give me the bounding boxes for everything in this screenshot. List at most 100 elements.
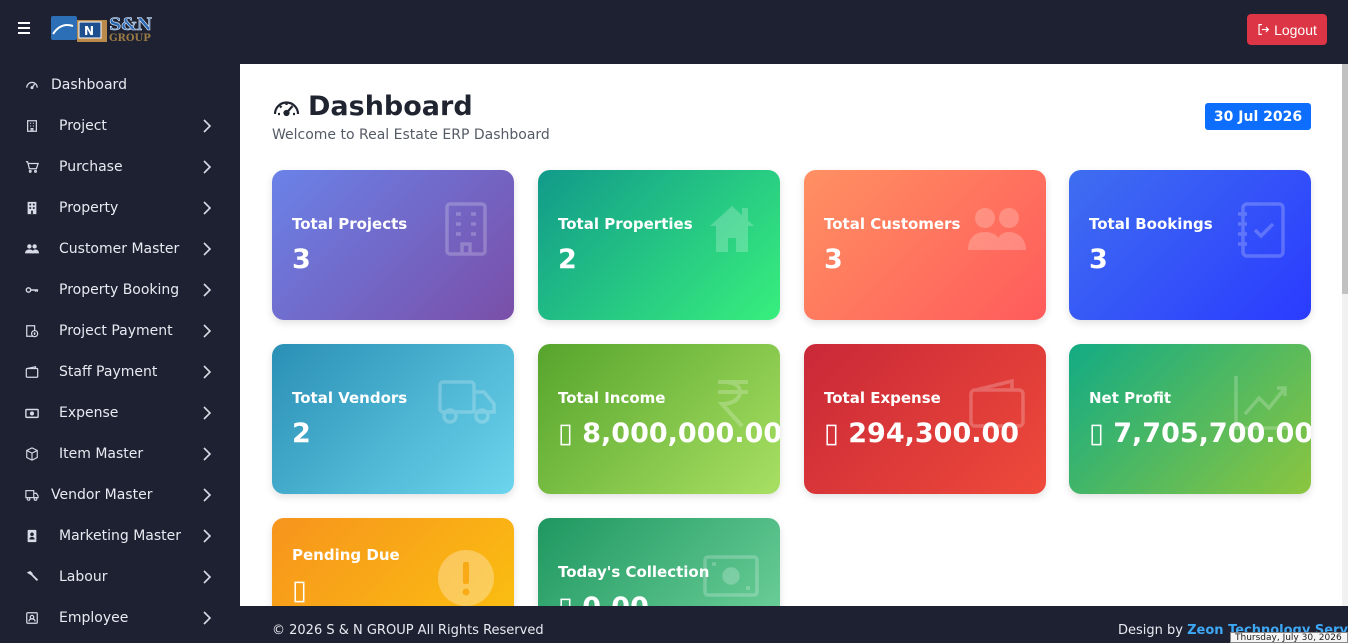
card-total-income[interactable]: Total Income ▯ 8,000,000.00	[538, 344, 780, 494]
sidebar-item-label: Dashboard	[51, 76, 127, 93]
logout-button[interactable]: Logout	[1247, 14, 1327, 45]
sidebar-item-label: Item Master	[59, 445, 144, 462]
card-value: ▯	[292, 575, 307, 606]
logout-label: Logout	[1274, 21, 1317, 38]
card-total-properties[interactable]: Total Properties 2	[538, 170, 780, 320]
page-title: Dashboard	[308, 91, 473, 122]
card-total-expense[interactable]: Total Expense ▯ 294,300.00	[804, 344, 1046, 494]
sidebar-item-expense[interactable]: Expense	[0, 392, 240, 433]
card-label: Total Income	[558, 389, 666, 407]
card-label: Pending Due	[292, 546, 400, 564]
speedometer-icon	[273, 101, 300, 117]
card-todays-collection[interactable]: Today's Collection ▯ 0.00	[538, 518, 780, 606]
payment-icon	[24, 323, 40, 339]
chevron-right-icon	[203, 282, 212, 297]
chevron-right-icon	[203, 528, 212, 543]
graph-up-icon	[1234, 376, 1289, 430]
sidebar-item-dashboard[interactable]: Dashboard	[0, 64, 240, 105]
people-icon	[24, 241, 40, 257]
card-label: Total Customers	[824, 215, 961, 233]
company-logo[interactable]: N S&N GROUP	[51, 12, 173, 44]
sidebar-item-label: Purchase	[59, 158, 123, 175]
card-label: Today's Collection	[558, 563, 710, 581]
scrollbar-thumb[interactable]	[1342, 64, 1348, 294]
sidebar: Dashboard Project Purchase Property Cust…	[0, 64, 240, 643]
building-fill-icon	[24, 200, 40, 216]
main-scrollbar[interactable]	[1342, 64, 1348, 606]
svg-text:N: N	[84, 24, 94, 38]
sidebar-item-item-master[interactable]: Item Master	[0, 433, 240, 474]
card-value: 2	[292, 418, 311, 449]
cash-icon	[703, 555, 759, 597]
card-label: Total Projects	[292, 215, 408, 233]
card-label: Total Bookings	[1089, 215, 1213, 233]
footer-credit-prefix: Design by	[1118, 623, 1188, 638]
logout-icon	[1258, 24, 1270, 35]
sidebar-item-label: Property Booking	[59, 281, 180, 298]
hammer-icon	[24, 569, 40, 585]
truck-icon	[438, 380, 496, 424]
journal-check-icon	[1238, 202, 1285, 258]
sidebar-item-staff-payment[interactable]: Staff Payment	[0, 351, 240, 392]
wallet-icon	[24, 364, 40, 380]
sidebar-item-label: Customer Master	[59, 240, 180, 257]
card-total-projects[interactable]: Total Projects 3	[272, 170, 514, 320]
sidebar-item-label: Vendor Master	[51, 486, 153, 503]
page-subtitle: Welcome to Real Estate ERP Dashboard	[272, 127, 550, 143]
building-icon	[24, 118, 40, 134]
sidebar-item-label: Project	[59, 117, 107, 134]
card-label: Net Profit	[1089, 389, 1172, 407]
sidebar-item-project[interactable]: Project	[0, 105, 240, 146]
wallet-icon	[969, 378, 1025, 428]
people-icon	[968, 208, 1026, 250]
sidebar-item-property-booking[interactable]: Property Booking	[0, 269, 240, 310]
sidebar-item-label: Project Payment	[59, 322, 173, 339]
svg-text:GROUP: GROUP	[109, 33, 151, 44]
sidebar-item-label: Expense	[59, 404, 119, 421]
hamburger-menu-icon[interactable]	[18, 22, 30, 36]
sidebar-item-label: Employee	[59, 609, 129, 626]
id-badge-icon	[24, 528, 40, 544]
sidebar-item-project-payment[interactable]: Project Payment	[0, 310, 240, 351]
card-net-profit[interactable]: Net Profit ▯ 7,705,700.00	[1069, 344, 1311, 494]
sidebar-item-vendor-master[interactable]: Vendor Master	[0, 474, 240, 515]
building-icon	[445, 202, 487, 256]
cart-icon	[24, 159, 40, 175]
chevron-right-icon	[203, 569, 212, 584]
date-tooltip: Thursday, July 30, 2026	[1230, 632, 1348, 643]
card-total-customers[interactable]: Total Customers 3	[804, 170, 1046, 320]
chevron-right-icon	[203, 241, 212, 256]
card-label: Total Expense	[824, 389, 941, 407]
chevron-right-icon	[203, 405, 212, 420]
truck-icon	[24, 487, 40, 503]
speedometer-icon	[24, 77, 40, 93]
sidebar-item-property[interactable]: Property	[0, 187, 240, 228]
sidebar-item-label: Property	[59, 199, 119, 216]
sidebar-item-labour[interactable]: Labour	[0, 556, 240, 597]
card-label: Total Vendors	[292, 389, 408, 407]
chevron-right-icon	[203, 118, 212, 133]
main-content: Dashboard Welcome to Real Estate ERP Das…	[240, 64, 1342, 606]
sidebar-item-purchase[interactable]: Purchase	[0, 146, 240, 187]
card-value: ▯ 294,300.00	[824, 418, 1020, 449]
card-value: 3	[824, 244, 843, 275]
card-total-vendors[interactable]: Total Vendors 2	[272, 344, 514, 494]
person-badge-icon	[24, 610, 40, 626]
sidebar-item-customer-master[interactable]: Customer Master	[0, 228, 240, 269]
box-icon	[24, 446, 40, 462]
chevron-right-icon	[203, 487, 212, 502]
exclamation-circle-icon	[438, 550, 494, 606]
card-value: 2	[558, 244, 577, 275]
house-icon	[710, 206, 754, 252]
sidebar-item-employee[interactable]: Employee	[0, 597, 240, 638]
chevron-right-icon	[203, 610, 212, 625]
card-total-bookings[interactable]: Total Bookings 3	[1069, 170, 1311, 320]
chevron-right-icon	[203, 200, 212, 215]
sidebar-item-label: Marketing Master	[59, 527, 182, 544]
top-navbar: N S&N GROUP Logout	[0, 0, 1348, 64]
key-icon	[24, 282, 40, 298]
card-pending-due[interactable]: Pending Due ▯	[272, 518, 514, 606]
cash-icon	[24, 405, 40, 421]
sidebar-item-marketing-master[interactable]: Marketing Master	[0, 515, 240, 556]
chevron-right-icon	[203, 446, 212, 461]
